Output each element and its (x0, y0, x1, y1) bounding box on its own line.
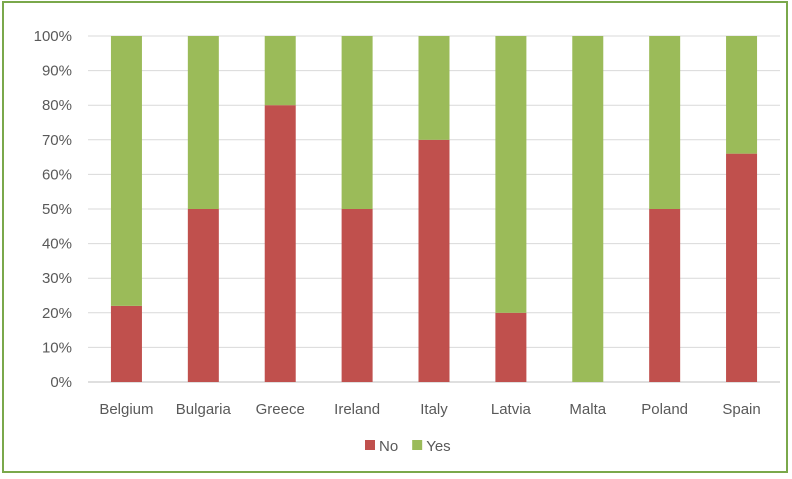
x-axis-tick-labels: Belgium Bulgaria Greece Ireland Italy Latvia M… (99, 401, 760, 418)
y-tick-label: 60% (42, 166, 72, 183)
y-tick-label: 80% (42, 97, 72, 114)
y-tick-label: 30% (42, 270, 72, 287)
x-tick-label: Poland (641, 401, 688, 418)
y-tick-label: 40% (42, 236, 72, 253)
bar-yes-belgium (110, 36, 142, 306)
bar-yes-latvia (495, 36, 527, 313)
bar-yes-italy (418, 36, 450, 140)
x-tick-label: Latvia (491, 401, 532, 418)
legend-swatch-yes (412, 440, 423, 450)
bar-no-latvia (495, 312, 527, 382)
x-tick-label: Greece (256, 401, 305, 418)
y-tick-label: 90% (42, 63, 72, 80)
bar-no-greece (264, 105, 296, 382)
y-axis-tick-labels: 0% 10% 20% 30% 40% 50% 60% 70% 80% 90% 100% (34, 28, 72, 391)
y-tick-label: 20% (42, 305, 72, 322)
x-tick-label: Ireland (334, 401, 380, 418)
y-tick-label: 10% (42, 339, 72, 356)
bar-no-bulgaria (187, 209, 219, 382)
legend-swatch-no (365, 440, 375, 450)
bar-yes-ireland (341, 36, 373, 209)
y-tick-label: 0% (50, 374, 72, 391)
x-tick-label: Belgium (99, 401, 153, 418)
bar-yes-bulgaria (187, 36, 219, 209)
bar-yes-greece (264, 36, 296, 106)
x-tick-label: Bulgaria (176, 401, 232, 418)
y-tick-label: 50% (42, 201, 72, 218)
bar-no-belgium (110, 305, 142, 382)
bar-no-ireland (341, 209, 373, 382)
bar-yes-spain (726, 36, 758, 154)
x-tick-label: Malta (569, 401, 606, 418)
legend-label-no: No (379, 438, 398, 455)
bar-no-spain (726, 153, 758, 382)
bar-no-poland (649, 209, 681, 382)
legend-label-yes: Yes (426, 438, 450, 455)
x-tick-label: Spain (722, 401, 760, 418)
bars (110, 36, 758, 382)
y-tick-label: 70% (42, 132, 72, 149)
bar-yes-malta (572, 36, 604, 382)
bar-no-italy (418, 139, 450, 382)
x-tick-label: Italy (420, 401, 448, 418)
legend: No Yes (365, 438, 451, 455)
y-tick-label: 100% (34, 28, 72, 45)
bar-yes-poland (649, 36, 681, 209)
